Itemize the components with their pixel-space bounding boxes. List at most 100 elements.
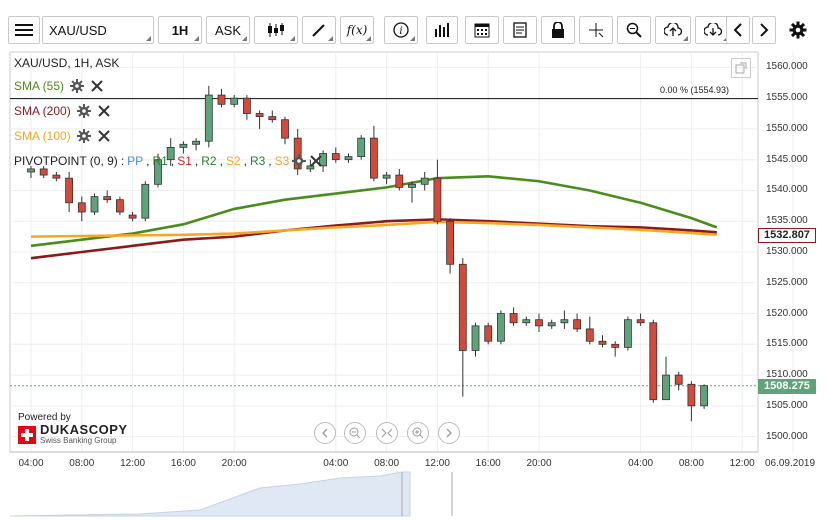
pivot-s2: S2	[225, 154, 241, 168]
scroll-left-icon	[322, 428, 328, 438]
candle-body	[382, 174, 391, 179]
close-icon[interactable]	[97, 104, 111, 118]
next-icon	[760, 23, 769, 37]
legend-sma200[interactable]: SMA (200)	[14, 104, 111, 118]
menu-button[interactable]	[8, 16, 40, 44]
lock-button[interactable]	[541, 16, 575, 44]
y-tick-label: 1555.000	[766, 92, 808, 104]
side-select[interactable]: ASK	[206, 16, 250, 44]
settings-button[interactable]	[786, 16, 810, 44]
brand-tagline: Swiss Banking Group	[40, 436, 117, 445]
volume-button[interactable]	[426, 16, 458, 44]
scroll-right-icon	[446, 428, 452, 438]
gear-icon[interactable]	[76, 104, 91, 118]
candle-body	[281, 119, 289, 139]
pivot-sep: ,	[268, 154, 272, 168]
candle-body	[611, 343, 620, 348]
candles-icon	[268, 23, 284, 37]
download-button[interactable]	[695, 16, 731, 44]
scroll-left-button[interactable]	[314, 422, 336, 444]
draw-button[interactable]	[302, 16, 336, 44]
symbol-label: XAU/USD	[49, 22, 107, 38]
gear-icon[interactable]	[76, 129, 91, 143]
candle-body	[636, 319, 645, 324]
candle-body	[192, 140, 201, 145]
legend-pivot[interactable]: PIVOTPOINT (0, 9): PP, R1, S1, R2, S2, R…	[14, 154, 323, 168]
menu-icon	[15, 24, 33, 36]
pivot-sep: ,	[170, 154, 175, 168]
candle-body	[598, 340, 607, 345]
y-tick-label: 1500.000	[766, 430, 808, 442]
candle-body	[128, 214, 137, 219]
x-tick-label: 12:00	[424, 458, 450, 469]
symbol-select[interactable]: XAU/USD	[42, 16, 154, 44]
candle-body	[687, 383, 696, 407]
close-icon[interactable]	[97, 129, 111, 143]
candle-body	[103, 196, 112, 201]
chart-type-button[interactable]	[254, 16, 298, 44]
legend-sma55[interactable]: SMA (55)	[14, 79, 104, 93]
prev-button[interactable]	[726, 16, 750, 44]
pivot-sep: ,	[194, 154, 199, 168]
candle-body	[39, 168, 48, 176]
fit-button[interactable]	[376, 422, 398, 444]
scroll-right-button[interactable]	[438, 422, 460, 444]
reference-line-label: 0.00 % (1554.93)	[660, 85, 730, 95]
chart-header: XAU/USD, 1H, ASK	[14, 56, 120, 70]
volume-icon	[435, 23, 449, 37]
calendar-icon	[474, 23, 490, 38]
candle-body	[496, 313, 505, 342]
expand-button[interactable]	[731, 58, 751, 78]
y-tick-label: 1560.000	[766, 61, 808, 73]
upload-icon	[664, 23, 682, 36]
expand-icon	[735, 62, 747, 74]
price-chart[interactable]	[0, 48, 828, 520]
legend-sma100[interactable]: SMA (100)	[14, 129, 111, 143]
x-tick-label: 08:00	[374, 458, 400, 469]
y-tick-label: 1545.000	[766, 153, 808, 165]
x-tick-label: 12:00	[120, 458, 146, 469]
upload-button[interactable]	[655, 16, 691, 44]
y-tick-label: 1505.000	[766, 399, 808, 411]
pivot-s1: S1	[177, 154, 192, 168]
report-button[interactable]	[503, 16, 537, 44]
candle-body	[585, 328, 594, 342]
x-tick-label: 08:00	[678, 458, 704, 469]
candle-body	[154, 159, 162, 185]
calendar-button[interactable]	[465, 16, 499, 44]
candle-body	[547, 322, 556, 327]
chart-area[interactable]: XAU/USD, 1H, ASK 0.00 % (1554.93) SMA (5…	[0, 48, 828, 520]
close-icon[interactable]	[309, 154, 323, 168]
zoom-button[interactable]	[617, 16, 651, 44]
info-button[interactable]: i	[384, 16, 418, 44]
next-button[interactable]	[752, 16, 776, 44]
close-icon[interactable]	[90, 79, 104, 93]
zoom-in-button[interactable]	[407, 422, 429, 444]
lock-icon	[552, 22, 564, 38]
candle-body	[369, 137, 378, 179]
candle-body	[217, 94, 226, 105]
candle-body	[522, 319, 531, 324]
gear-icon[interactable]	[292, 154, 307, 168]
candle-body	[141, 183, 150, 219]
formula-button[interactable]: f(x)	[340, 16, 374, 44]
formula-icon: f(x)	[346, 23, 368, 37]
pivot-sep: ,	[219, 154, 223, 168]
x-tick-label: 04:00	[628, 458, 654, 469]
timeframe-select[interactable]: 1H	[158, 16, 202, 44]
crosshair-button[interactable]	[579, 16, 613, 44]
candle-body	[77, 202, 86, 213]
zoom-out-button[interactable]	[344, 422, 366, 444]
gear-icon[interactable]	[70, 79, 85, 93]
y-tick-label: 1510.000	[766, 369, 808, 381]
draw-icon	[312, 24, 325, 37]
candle-body	[90, 196, 99, 213]
x-tick-label: 04:00	[323, 458, 349, 469]
candle-body	[357, 137, 366, 158]
candle-body	[255, 113, 264, 118]
candle-body	[179, 143, 188, 148]
toolbar: XAU/USD 1H ASK f(x) i	[0, 0, 828, 60]
navigator-area	[9, 471, 411, 517]
y-tick-label: 1540.000	[766, 184, 808, 196]
legend-sma100-label: SMA (100)	[14, 129, 71, 143]
